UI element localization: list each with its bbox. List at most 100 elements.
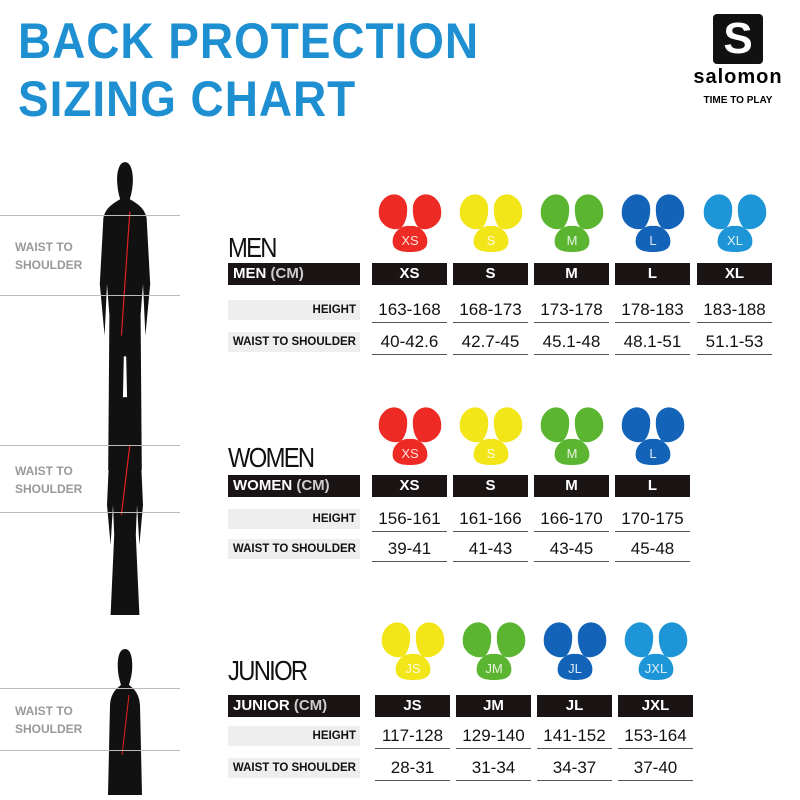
size-header-xl: XL	[697, 263, 772, 285]
size-header-m: M	[534, 475, 609, 497]
waist-value: 51.1-53	[697, 329, 772, 355]
header-unit: (CM)	[293, 697, 328, 714]
pad-size-label: XL	[727, 233, 743, 248]
women-silhouette-figure	[95, 395, 155, 615]
guide-line	[0, 750, 180, 751]
waist-value: 43-45	[534, 536, 609, 562]
waist-row-label: WAIST TO SHOULDER	[228, 758, 360, 778]
back-protector-m-icon	[539, 405, 605, 467]
waist-row-label: WAIST TO SHOULDER	[228, 539, 360, 559]
back-protector-xs-icon	[377, 192, 443, 254]
waist-value: 41-43	[453, 536, 528, 562]
height-value: 170-175	[615, 506, 690, 532]
height-row-label: HEIGHT	[228, 300, 360, 320]
height-value: 168-173	[453, 297, 528, 323]
size-header-jxl: JXL	[618, 695, 693, 717]
size-header-s: S	[453, 475, 528, 497]
junior-silhouette-figure	[100, 645, 150, 795]
waist-value: 28-31	[375, 755, 450, 781]
pad-size-label: JS	[405, 661, 421, 676]
guide-line	[0, 445, 180, 446]
back-protector-l-icon	[620, 192, 686, 254]
height-value: 183-188	[697, 297, 772, 323]
size-header-js: JS	[375, 695, 450, 717]
waist-row-label: WAIST TO SHOULDER	[228, 332, 360, 352]
size-header-s: S	[453, 263, 528, 285]
logo-mark: S	[713, 14, 763, 64]
pad-size-label: JM	[485, 661, 503, 676]
back-protector-s-icon	[458, 192, 524, 254]
guide-line	[0, 688, 180, 689]
junior-header-label: JUNIOR (CM)	[228, 695, 360, 717]
header-unit: (CM)	[270, 265, 304, 282]
back-protector-xs-icon	[377, 405, 443, 467]
logo-tagline: TIME TO PLAY	[703, 95, 773, 106]
waist-value: 40-42.6	[372, 329, 447, 355]
page-title-line-1: BACK PROTECTION	[18, 13, 480, 69]
women-header-label: WOMEN (CM)	[228, 475, 360, 497]
height-value: 153-164	[618, 723, 693, 749]
men-silhouette-figure	[95, 160, 155, 471]
waist-value: 42.7-45	[453, 329, 528, 355]
pad-size-label: JL	[568, 661, 582, 676]
height-value: 166-170	[534, 506, 609, 532]
men-side-label: WAIST TO SHOULDER	[15, 240, 83, 272]
waist-value: 48.1-51	[615, 329, 690, 355]
back-protector-l-icon	[620, 405, 686, 467]
back-protector-jxl-icon	[623, 620, 689, 682]
header-text: JUNIOR	[233, 697, 290, 714]
waist-value: 34-37	[537, 755, 612, 781]
back-protector-jl-icon	[542, 620, 608, 682]
junior-section-title: JUNIOR	[228, 655, 308, 686]
height-row-label: HEIGHT	[228, 509, 360, 529]
pad-size-label: S	[486, 233, 496, 248]
men-header-label: MEN (CM)	[228, 263, 360, 285]
height-value: 178-183	[615, 297, 690, 323]
back-protector-m-icon	[539, 192, 605, 254]
waist-value: 45-48	[615, 536, 690, 562]
pad-size-label: XS	[401, 233, 419, 248]
waist-value: 39-41	[372, 536, 447, 562]
waist-value: 45.1-48	[534, 329, 609, 355]
pad-size-label: S	[486, 446, 496, 461]
pad-size-label: JXL	[644, 661, 668, 676]
size-header-l: L	[615, 475, 690, 497]
pad-size-label: XS	[401, 446, 419, 461]
pad-size-label: M	[566, 233, 578, 248]
height-value: 161-166	[453, 506, 528, 532]
height-value: 117-128	[375, 723, 450, 749]
waist-value: 31-34	[456, 755, 531, 781]
height-value: 141-152	[537, 723, 612, 749]
height-row-label: HEIGHT	[228, 726, 360, 746]
back-protector-js-icon	[380, 620, 446, 682]
waist-value: 37-40	[618, 755, 693, 781]
size-header-jm: JM	[456, 695, 531, 717]
size-header-jl: JL	[537, 695, 612, 717]
back-protector-s-icon	[458, 405, 524, 467]
header-unit: (CM)	[296, 477, 330, 494]
size-header-xs: XS	[372, 475, 447, 497]
height-value: 156-161	[372, 506, 447, 532]
height-value: 163-168	[372, 297, 447, 323]
salomon-logo: S salomon TIME TO PLAY	[688, 14, 788, 106]
junior-side-label: WAIST TO SHOULDER	[15, 704, 83, 736]
height-value: 129-140	[456, 723, 531, 749]
back-protector-jm-icon	[461, 620, 527, 682]
guide-line	[0, 215, 180, 216]
pad-size-label: L	[649, 446, 657, 461]
size-header-xs: XS	[372, 263, 447, 285]
header-text: WOMEN	[233, 477, 293, 494]
men-section-title: MEN	[228, 232, 278, 263]
height-value: 173-178	[534, 297, 609, 323]
page-title-line-2: SIZING CHART	[18, 71, 357, 127]
back-protector-xl-icon	[702, 192, 768, 254]
women-side-label: WAIST TO SHOULDER	[15, 464, 83, 496]
size-header-m: M	[534, 263, 609, 285]
header-text: MEN	[233, 265, 267, 282]
size-header-l: L	[615, 263, 690, 285]
pad-size-label: L	[649, 233, 657, 248]
guide-line	[0, 512, 180, 513]
guide-line	[0, 295, 180, 296]
women-section-title: WOMEN	[228, 442, 315, 473]
pad-size-label: M	[566, 446, 578, 461]
